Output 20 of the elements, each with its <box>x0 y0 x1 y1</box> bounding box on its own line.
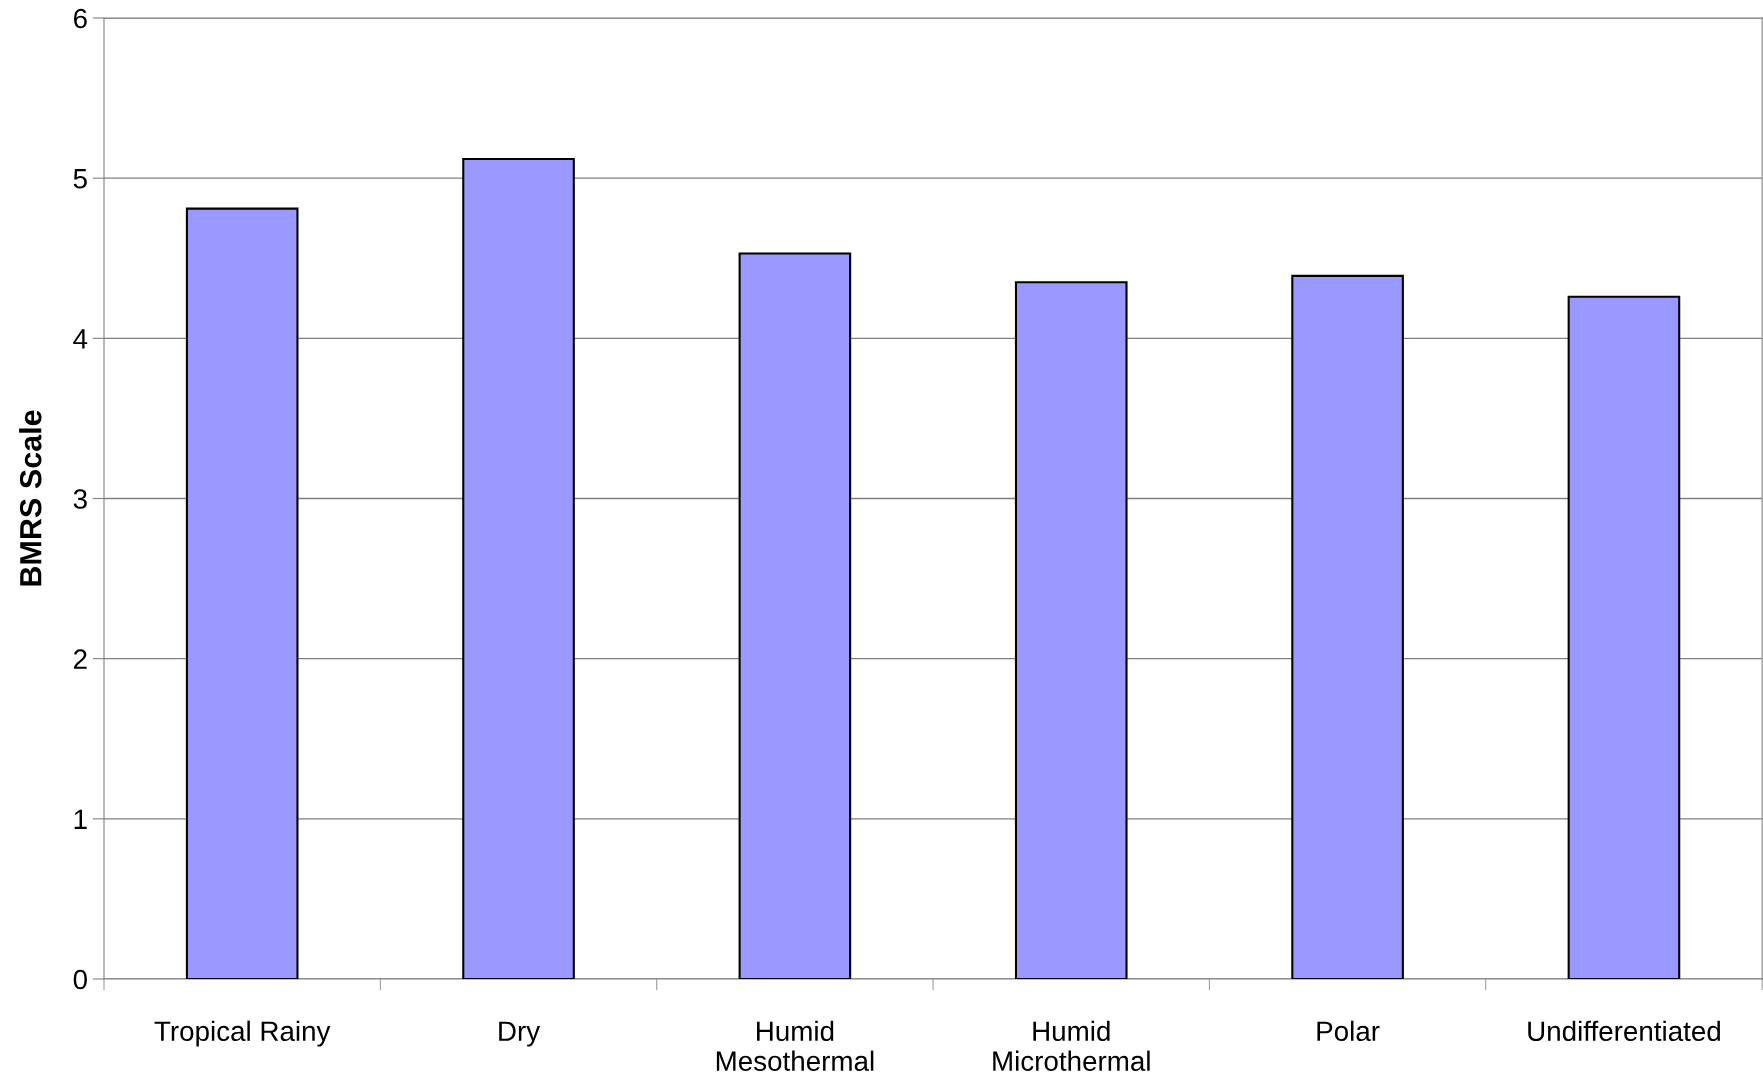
bar <box>1014 281 1128 979</box>
x-tick-label: Undifferentiated <box>1528 1020 1720 1042</box>
x-tick-label: Tropical Rainy <box>154 1020 331 1047</box>
bar <box>738 252 852 979</box>
bar <box>185 207 299 979</box>
bar <box>1291 274 1404 979</box>
y-axis-title: BMRS Scale <box>19 410 42 586</box>
y-tick-label: 4 <box>73 329 88 349</box>
bar <box>1567 295 1681 979</box>
y-tick-label: 1 <box>74 809 87 829</box>
bar <box>462 157 575 979</box>
y-tick-label: 5 <box>73 169 87 189</box>
y-tick-label: 6 <box>73 8 87 29</box>
y-tick-label: 2 <box>73 649 87 669</box>
y-tick-label: 3 <box>73 489 87 509</box>
x-tick-label: Dry <box>499 1021 541 1047</box>
x-tick-label: Humid Mesothermal <box>716 1020 874 1071</box>
x-tick-label: Polar <box>1317 1020 1380 1042</box>
y-tick-label: 0 <box>73 969 87 990</box>
x-tick-label: Humid Microthermal <box>993 1020 1150 1071</box>
